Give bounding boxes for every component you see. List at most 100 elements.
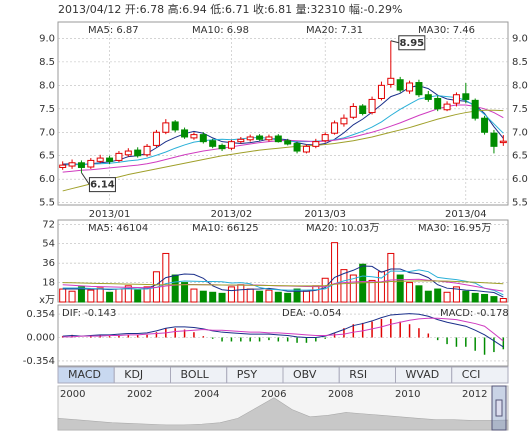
volume-bar (265, 289, 273, 303)
y-tick-label: 36 (42, 258, 55, 269)
volume-bar (293, 288, 301, 303)
timeline-handle[interactable] (495, 399, 503, 417)
candle-body (190, 134, 198, 139)
candle-body (284, 140, 292, 145)
candle-body (434, 97, 442, 110)
annotation-box (398, 35, 426, 51)
timeline-year: 2008 (328, 389, 353, 400)
indicator-tab-label: BOLL (181, 368, 210, 381)
indicator-tab-label: CCI (462, 368, 481, 381)
y-tick-label: 72 (42, 219, 55, 230)
quote-header: 2013/04/12 开:6.78 高:6.94 低:6.71 收:6.81 量… (58, 2, 403, 16)
indicator-tab[interactable] (338, 366, 396, 384)
candle-body (406, 82, 414, 92)
candle-body (321, 134, 329, 142)
candle-body (96, 157, 104, 162)
candle-body (171, 121, 179, 131)
timeline-area (57, 397, 509, 431)
indicator-tab-label: MACD (68, 368, 101, 381)
legend-entry: DEA: -0.054 (282, 308, 341, 319)
candle-body (377, 84, 385, 99)
candle-body (396, 79, 404, 91)
candle-body (481, 117, 489, 133)
candle-body (415, 82, 423, 96)
indicator-tab-label: RSI (349, 368, 367, 381)
legend-entry: MA10: 6.98 (192, 25, 249, 36)
volume-bar (115, 288, 123, 303)
volume-bar (490, 296, 498, 303)
volume-bar (218, 292, 226, 303)
y-tick-label-right: 7.0 (512, 127, 528, 138)
candle-body (152, 131, 160, 146)
candle-body (302, 145, 310, 153)
timeline-year: 2004 (194, 389, 219, 400)
candle-body (209, 140, 217, 147)
y-tick-label: 8.0 (39, 80, 55, 91)
candle-body (181, 129, 189, 138)
y-tick-label: 18 (42, 278, 55, 289)
indicator-tab-label: KDJ (124, 368, 143, 381)
candle-body (162, 122, 170, 133)
candle-body (265, 136, 273, 141)
candle-body (359, 105, 367, 115)
volume-bar (246, 288, 254, 303)
y-tick-label: 0.354 (26, 309, 55, 320)
y-tick-label: 5.5 (39, 198, 55, 209)
candle-body (331, 122, 339, 134)
candle-body (87, 159, 95, 168)
y-tick-label-right: 8.0 (512, 80, 528, 91)
annotation-leader (81, 172, 90, 185)
volume-bar (134, 289, 142, 303)
indicator-tab-label: PSY (237, 368, 258, 381)
volume-bar (406, 282, 414, 303)
volume-bar (96, 287, 104, 303)
volume-bar (199, 290, 207, 303)
candle-body (124, 150, 132, 156)
volume-bar (424, 290, 432, 303)
volume-bar (237, 284, 245, 303)
candle-body (349, 105, 357, 118)
annotation-box (88, 177, 116, 193)
candle-body (199, 134, 207, 143)
volume-bar (143, 286, 151, 303)
candle-body (77, 162, 85, 168)
ma-line (62, 269, 504, 296)
y-tick-label: -0.354 (23, 356, 55, 367)
candle-body (312, 141, 320, 147)
volume-bar (396, 274, 404, 303)
volume-bar (340, 269, 348, 303)
volume-bar (434, 288, 442, 303)
volume-bar (499, 298, 507, 303)
candle-body (443, 103, 451, 111)
candle-body (293, 143, 301, 152)
candle-body (218, 144, 226, 150)
volume-panel (57, 219, 509, 303)
y-tick-label-right: 8.5 (512, 57, 528, 68)
candle-body (490, 132, 498, 147)
y-tick-label-right: 6.0 (512, 174, 528, 185)
y-tick-label: 54 (42, 239, 55, 250)
volume-bar (368, 279, 376, 303)
volume-bar (462, 290, 470, 303)
ma-line (62, 109, 504, 192)
candle-body (387, 77, 395, 85)
timeline-year: 2006 (261, 389, 286, 400)
volume-bar (274, 291, 282, 303)
candle-body (340, 117, 348, 125)
legend-entry: MA20: 7.31 (306, 25, 363, 36)
candle-body (246, 136, 254, 141)
y-tick-label: 0.000 (26, 332, 55, 343)
volume-bar (227, 286, 235, 303)
legend-entry: MA10: 66125 (192, 223, 259, 234)
candle-body (106, 157, 114, 162)
volume-bar (387, 252, 395, 303)
volume-bar (349, 274, 357, 303)
volume-bar (331, 242, 339, 303)
volume-bar (443, 291, 451, 303)
x-tick-label: 2013/04 (445, 209, 487, 220)
volume-bar (284, 292, 292, 303)
timeline-year: 2012 (462, 389, 487, 400)
y-tick-label-right: 5.5 (512, 198, 528, 209)
indicator-tab[interactable] (451, 366, 509, 384)
volume-bar (77, 286, 85, 303)
